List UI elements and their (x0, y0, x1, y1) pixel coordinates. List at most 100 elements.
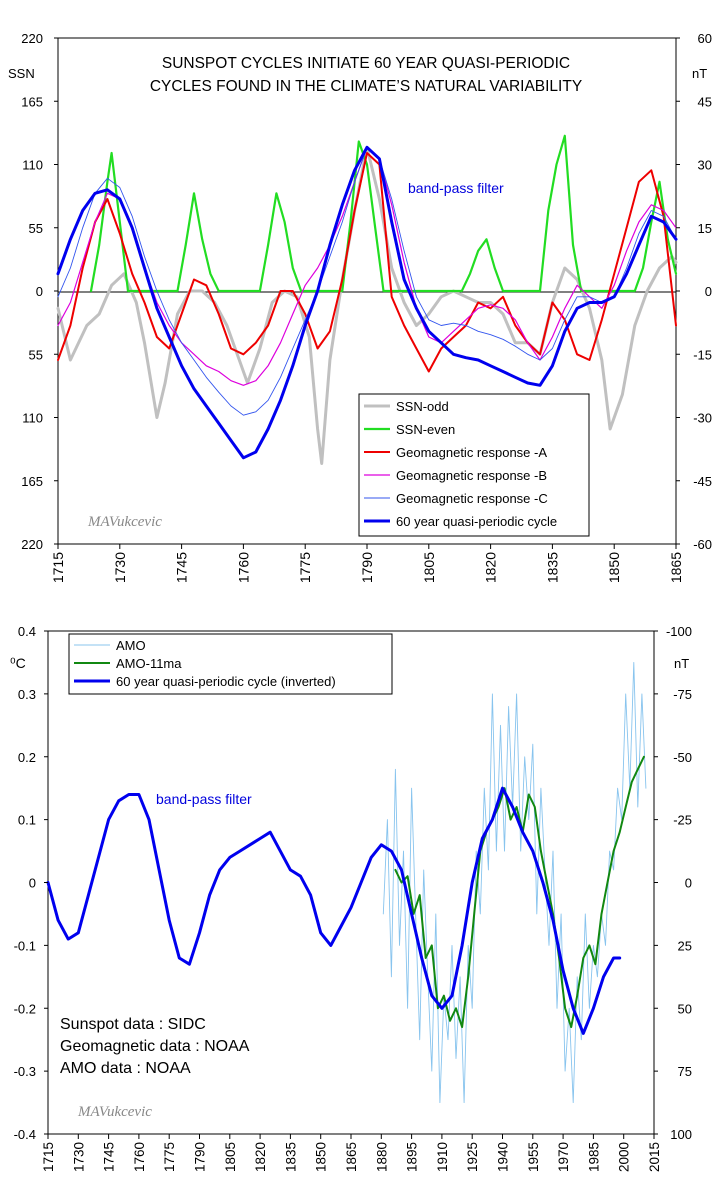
y-left-tick-label: 110 (22, 411, 43, 426)
y-right-tick-label: 0 (685, 876, 692, 891)
x-tick-label: 1910 (435, 1142, 450, 1172)
top-x-ticks: 1715 1730 1745 1760 1775 1790 1805 1820 1835 1850… (50, 544, 684, 583)
bottom-legend: AMO AMO-11ma 60 year quasi-periodic cycle … (68, 633, 393, 695)
bottom-right-ticks: -100 -75 -50 -25 0 25 50 75 100 (654, 624, 692, 1142)
bottom-left-axis-label: ⁰C (10, 655, 26, 671)
top-legend: SSN-odd SSN-even Geomagnetic response -A Ge… (358, 393, 590, 537)
x-tick-label: 1715 (41, 1142, 56, 1172)
y-left-tick-label: 0.3 (18, 687, 36, 702)
y-right-tick-label: -60 (693, 537, 712, 552)
y-left-tick-label: 165 (21, 474, 43, 489)
legend-label: Geomagnetic response -C (396, 491, 548, 506)
legend-label: Geomagnetic response -A (396, 445, 547, 460)
x-tick-label: 1805 (223, 1142, 238, 1172)
y-left-tick-label: -0.4 (14, 1127, 36, 1142)
y-right-tick-label: 50 (678, 1001, 692, 1016)
bottom-watermark: MAVukcevic (77, 1104, 152, 1120)
bottom-left-ticks: 0.4 0.3 0.2 0.1 0 -0.1 -0.2 -0.3 -0.4 (14, 624, 48, 1142)
y-right-tick-label: -30 (693, 411, 712, 426)
bottom-x-ticks: 1715 1730 1745 1760 1775 1790 1805 1820 1835 1850… (41, 1134, 662, 1172)
top-chart: 1715 1730 1745 1760 1775 1790 1805 1820 1835 1850… (8, 31, 712, 583)
y-left-tick-label: 165 (21, 94, 43, 109)
y-right-tick-label: -100 (666, 624, 692, 639)
source-amo: AMO data : NOAA (60, 1060, 191, 1077)
x-tick-label: 1880 (374, 1142, 389, 1172)
y-left-tick-label: 55 (29, 221, 43, 236)
x-tick-label: 1895 (405, 1142, 420, 1172)
bottom-legend-items: AMO AMO-11ma 60 year quasi-periodic cycle … (74, 638, 336, 689)
y-left-tick-label: 220 (21, 537, 43, 552)
x-tick-label: 1835 (544, 552, 560, 583)
y-left-tick-label: 0.1 (18, 813, 36, 828)
bottom-chart: 1715 1730 1745 1760 1775 1790 1805 1820 1835 1850… (10, 624, 692, 1172)
top-bandpass-annotation: band-pass filter (408, 180, 504, 196)
series-line-60-year-quasi-periodic-cycle (56, 145, 678, 460)
series-line-60-year-quasi-periodic-cycle-inverted- (46, 786, 622, 1035)
legend-label: 60 year quasi-periodic cycle (inverted) (116, 674, 336, 689)
legend-label: SSN-even (396, 422, 455, 437)
y-left-tick-label: 110 (22, 158, 43, 173)
x-tick-label: 1985 (586, 1142, 601, 1172)
y-right-tick-label: 30 (698, 158, 712, 173)
top-left-axis-label: SSN (8, 66, 35, 81)
x-tick-label: 1850 (314, 1142, 329, 1172)
y-right-tick-label: 25 (678, 938, 692, 953)
y-right-tick-label: -15 (693, 347, 712, 362)
x-tick-label: 1865 (668, 552, 684, 583)
x-tick-label: 1970 (556, 1142, 571, 1172)
y-left-tick-label: 0 (29, 876, 36, 891)
y-left-tick-label: -0.2 (14, 1001, 36, 1016)
y-right-tick-label: 75 (678, 1064, 692, 1079)
bottom-legend-box (68, 633, 393, 695)
legend-label: AMO-11ma (116, 656, 182, 671)
top-chart-title: SUNSPOT CYCLES INITIATE 60 YEAR QUASI-PE… (162, 55, 570, 72)
top-legend-items: SSN-odd SSN-even Geomagnetic response -A Ge… (364, 399, 557, 529)
y-right-tick-label: 100 (670, 1127, 692, 1142)
x-tick-label: 1850 (606, 552, 622, 583)
y-left-tick-label: 55 (29, 347, 43, 362)
y-left-tick-label: 0.2 (18, 750, 36, 765)
x-tick-label: 1790 (193, 1142, 208, 1172)
top-right-axis-label: nT (692, 66, 707, 81)
legend-label: AMO (116, 638, 146, 653)
y-left-tick-label: 0.4 (18, 624, 36, 639)
bottom-bandpass-annotation: band-pass filter (156, 791, 252, 807)
x-tick-label: 1820 (253, 1142, 268, 1172)
top-legend-box (358, 393, 590, 537)
x-tick-label: 1760 (132, 1142, 147, 1172)
x-tick-label: 1775 (297, 552, 313, 583)
x-tick-label: 2015 (647, 1142, 662, 1172)
y-left-tick-label: 0 (36, 284, 43, 299)
x-tick-label: 1775 (162, 1142, 177, 1172)
y-right-tick-label: -75 (673, 687, 692, 702)
bottom-plot-area (47, 630, 655, 1135)
series-line-geomagnetic-response-a (57, 152, 677, 373)
x-tick-label: 1835 (283, 1142, 298, 1172)
series-line-amo-11ma (394, 755, 645, 1029)
top-left-ticks: 220 165 110 55 0 55 110 165 220 (21, 31, 58, 552)
x-tick-label: 2000 (617, 1142, 632, 1172)
y-left-tick-label: -0.3 (14, 1064, 36, 1079)
x-tick-label: 1955 (526, 1142, 541, 1172)
x-tick-label: 1865 (344, 1142, 359, 1172)
x-tick-label: 1745 (174, 552, 190, 583)
bottom-right-axis-label: nT (674, 656, 689, 671)
x-tick-label: 1820 (483, 552, 499, 583)
y-right-tick-label: -50 (673, 750, 692, 765)
bottom-series-group (46, 661, 647, 1104)
y-right-tick-label: 15 (698, 221, 712, 236)
y-right-tick-label: 0 (705, 284, 712, 299)
y-right-tick-label: -45 (693, 474, 712, 489)
x-tick-label: 1925 (465, 1142, 480, 1172)
top-watermark: MAVukcevic (87, 514, 162, 530)
y-left-tick-label: -0.1 (14, 938, 36, 953)
x-tick-label: 1730 (71, 1142, 86, 1172)
legend-label: SSN-odd (396, 399, 449, 414)
x-tick-label: 1790 (359, 552, 375, 583)
top-series-group (56, 134, 678, 465)
legend-label: 60 year quasi-periodic cycle (396, 514, 557, 529)
x-tick-label: 1715 (50, 552, 66, 583)
y-right-tick-label: -25 (673, 813, 692, 828)
y-right-tick-label: 60 (698, 31, 712, 46)
